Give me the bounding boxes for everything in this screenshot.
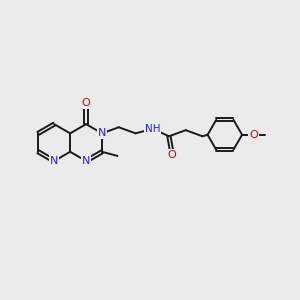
Text: N: N: [50, 156, 58, 166]
Text: O: O: [167, 150, 176, 161]
Text: N: N: [98, 128, 106, 138]
Text: O: O: [82, 98, 91, 108]
Text: N: N: [82, 156, 90, 166]
Text: NH: NH: [145, 124, 161, 134]
Text: O: O: [249, 130, 258, 140]
